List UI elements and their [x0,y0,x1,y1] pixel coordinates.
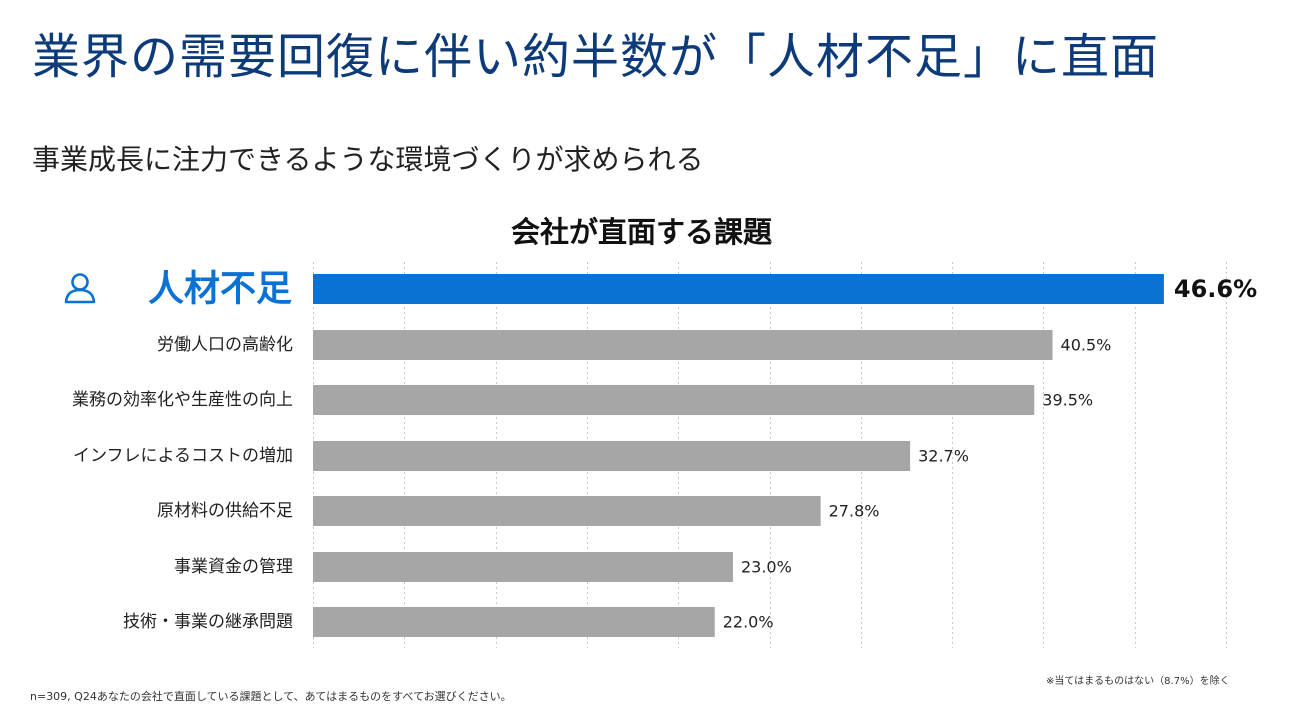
category-label: 原材料の供給不足 [157,501,293,521]
page-title: 業界の需要回復に伴い約半数が「人材不足」に直面 [32,29,1160,85]
footnote-sample-info: n=309, Q24あなたの会社で直面している課題として、あてはまるものをすべて… [30,690,512,703]
bar [313,607,715,637]
category-label: インフレによるコストの増加 [73,446,293,466]
page-subtitle: 事業成長に注力できるような環境づくりが求められる [32,143,704,176]
bar [313,552,733,582]
category-label: 労働人口の高齢化 [157,335,293,355]
footnote-exclusion-note: ※当てはまるものはない（8.7%）を除く [1046,676,1230,687]
value-label: 23.0% [741,558,792,577]
category-label: 業務の効率化や生産性の向上 [72,390,293,410]
person-icon-body [64,288,96,304]
bar [313,385,1035,415]
category-label: 技術・事業の継承問題 [123,612,293,632]
person-icon [64,273,96,304]
category-label-highlight: 人材不足 [148,269,292,310]
value-label: 39.5% [1042,391,1093,410]
value-label: 22.0% [723,613,774,632]
bar-highlight [313,274,1164,304]
value-label: 32.7% [918,447,969,466]
category-label: 事業資金の管理 [174,557,293,577]
value-label: 27.8% [829,502,880,521]
bar [313,496,821,526]
bar [313,330,1053,360]
person-icon-head [71,273,89,291]
chart-title: 会社が直面する課題 [511,215,773,249]
bar [313,441,911,471]
value-label: 40.5% [1061,336,1112,355]
value-label: 46.6% [1174,275,1257,303]
